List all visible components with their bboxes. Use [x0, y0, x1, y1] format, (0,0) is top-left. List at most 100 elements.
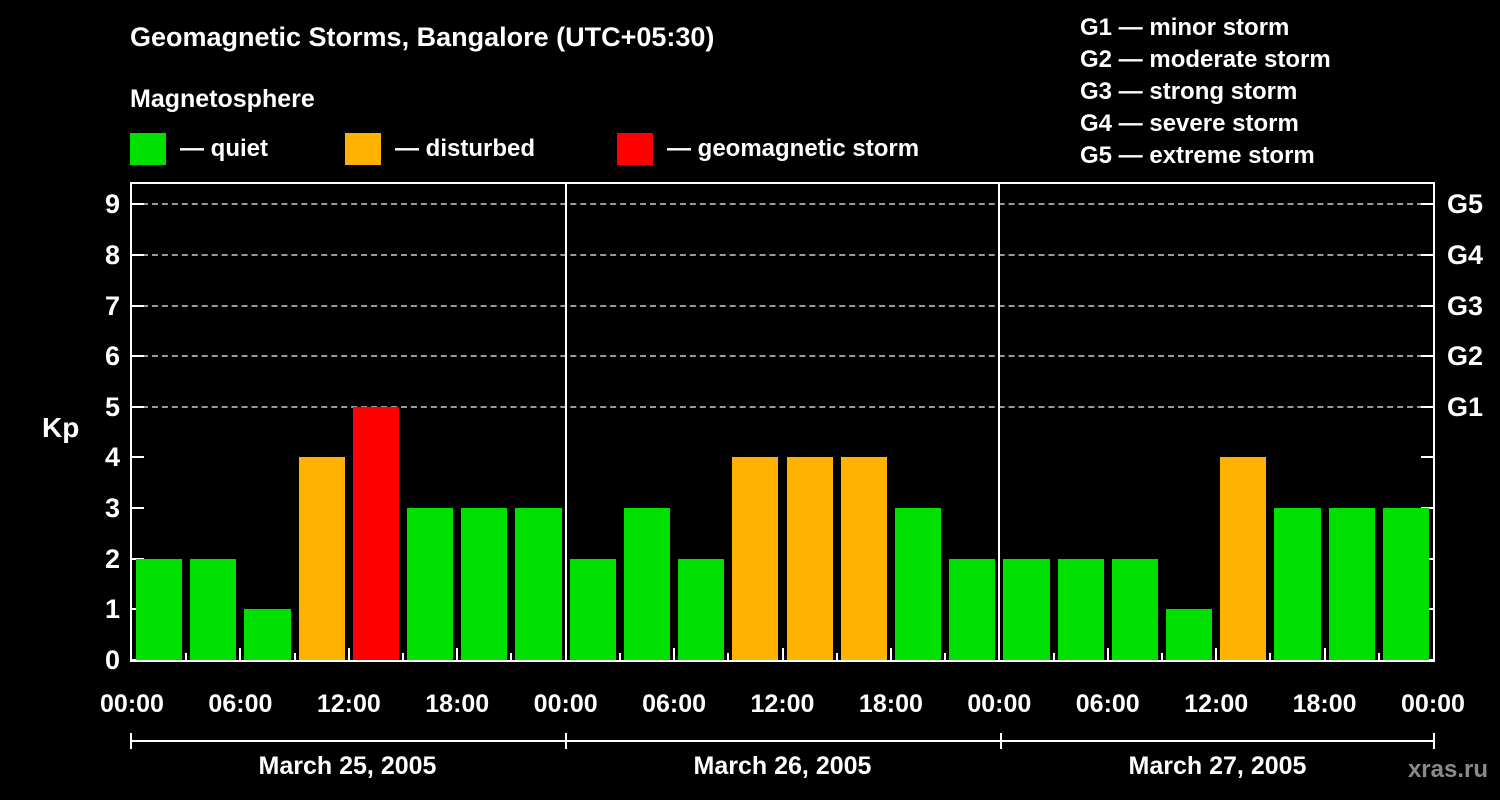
date-label-day1: March 25, 2005: [258, 752, 437, 780]
date-bracket-line: [130, 740, 1435, 742]
page-title: Geomagnetic Storms, Bangalore (UTC+05:30…: [130, 22, 715, 52]
gridline-kp-6: [132, 355, 1433, 358]
ytick-label-5: 5: [104, 391, 120, 422]
kp-bar-day1-slot8: [515, 508, 562, 660]
x-axis-tick-9: [618, 653, 621, 660]
plot-area: [130, 182, 1435, 662]
x-axis-tick-19: [1160, 653, 1163, 660]
ytick-label-0: 0: [104, 645, 120, 675]
left-axis-tick-kp-2: [132, 557, 144, 560]
ytick-label-2: 2: [104, 543, 120, 574]
date-label-day3: March 27, 2005: [1128, 752, 1307, 780]
x-axis-tick-10: [673, 648, 676, 660]
kp-bar-day1-slot2: [190, 558, 237, 660]
kp-bar-day3-slot2: [1057, 558, 1104, 660]
kp-bar-day1-slot1: [136, 558, 183, 660]
date-label-day2: March 26, 2005: [693, 752, 872, 780]
x-axis-tick-23: [1377, 653, 1380, 660]
xtick-label-12: 00:00: [1401, 690, 1465, 718]
left-axis-tick-kp-9: [132, 203, 144, 206]
x-axis-tick-20: [1215, 648, 1218, 660]
right-axis-tick-kp-8: [1421, 253, 1433, 256]
x-axis-tick-14: [889, 648, 892, 660]
right-axis-tick-kp-7: [1421, 304, 1433, 307]
kp-bar-day2-slot1: [569, 558, 616, 660]
day-separator-2: [998, 184, 1001, 660]
kp-bar-day3-slot7: [1328, 508, 1375, 660]
storm-scale-line-2: G2 — moderate storm: [1080, 46, 1331, 73]
x-axis-tick-16: [998, 648, 1001, 660]
gridline-kp-7: [132, 304, 1433, 307]
xtick-label-1: 06:00: [208, 690, 273, 718]
subtitle-magnetosphere: Magnetosphere: [130, 85, 315, 113]
kp-bar-day1-slot6: [407, 508, 454, 660]
x-axis-tick-17: [1052, 653, 1055, 660]
legend-swatch-disturbed: [345, 133, 381, 165]
xtick-label-2: 12:00: [316, 690, 381, 718]
kp-bar-day2-slot7: [894, 508, 942, 660]
kp-bar-day2-slot8: [949, 558, 996, 660]
kp-bar-day2-slot4: [732, 457, 779, 660]
xtick-label-11: 18:00: [1292, 690, 1357, 718]
right-axis-tick-kp-3: [1421, 507, 1433, 510]
g-axis-label-g2: G2: [1447, 341, 1484, 372]
kp-bar-day3-slot3: [1111, 558, 1158, 660]
right-axis-tick-kp-6: [1421, 355, 1433, 358]
left-axis-tick-kp-4: [132, 456, 144, 459]
x-axis-tick-3: [293, 653, 296, 660]
legend-label-disturbed: — disturbed: [395, 135, 536, 162]
legend-item-disturbed: — disturbed: [345, 132, 535, 166]
x-axis-tick-13: [835, 653, 838, 660]
storm-scale-line-4: G4 — severe storm: [1080, 110, 1299, 137]
right-axis-tick-kp-0: [1421, 659, 1433, 661]
x-axis-tick-22: [1323, 648, 1326, 660]
g-axis-label-g3: G3: [1447, 290, 1484, 321]
xtick-label-0: 00:00: [100, 690, 164, 718]
ytick-label-1: 1: [104, 594, 120, 625]
left-axis-tick-kp-7: [132, 304, 144, 307]
date-bracket-tick-0: [130, 733, 132, 749]
kp-bar-day1-slot7: [461, 508, 508, 660]
gridline-kp-8: [132, 253, 1433, 256]
ytick-label-6: 6: [104, 341, 120, 372]
storm-scale-line-1: G1 — minor storm: [1080, 14, 1290, 41]
legend-label-storm: — geomagnetic storm: [667, 135, 920, 162]
gridline-kp-5: [132, 405, 1433, 408]
legend-swatch-storm: [617, 133, 653, 165]
x-axis-tick-2: [239, 648, 242, 660]
gridline-kp-9: [132, 203, 1433, 206]
storm-scale-line-3: G3 — strong storm: [1080, 78, 1298, 105]
x-axis-tick-18: [1106, 648, 1109, 660]
x-axis-tick-1: [185, 653, 188, 660]
xtick-label-8: 00:00: [967, 690, 1032, 718]
xtick-label-7: 18:00: [858, 690, 923, 718]
x-axis-tick-8: [564, 648, 567, 660]
x-axis-tick-12: [781, 648, 784, 660]
kp-bar-day3-slot5: [1220, 457, 1267, 660]
kp-bar-day3-slot6: [1274, 508, 1321, 660]
legend-item-quiet: — quiet: [130, 132, 268, 166]
xtick-label-5: 06:00: [642, 690, 707, 718]
ytick-label-9: 9: [104, 189, 120, 220]
kp-bar-day2-slot3: [678, 558, 725, 660]
x-axis-tick-4: [347, 648, 350, 660]
xtick-label-4: 00:00: [533, 690, 598, 718]
storm-scale-legend: G1 — minor storm G2 — moderate storm G3 — …: [1080, 12, 1331, 172]
kp-bar-day1-slot3: [244, 609, 291, 660]
legend-item-storm: — geomagnetic storm: [617, 132, 919, 166]
kp-bar-day2-slot5: [786, 457, 833, 660]
kp-bar-day3-slot8: [1382, 508, 1429, 660]
y-axis-label: Kp: [42, 412, 80, 443]
date-bracket-tick-2: [1000, 733, 1002, 749]
left-axis-tick-kp-8: [132, 253, 144, 256]
legend-swatch-quiet: [130, 133, 166, 165]
day-separator-1: [564, 184, 567, 660]
ytick-label-3: 3: [104, 493, 120, 524]
xtick-label-10: 12:00: [1184, 690, 1249, 718]
right-axis-tick-kp-5: [1421, 405, 1433, 408]
xtick-label-6: 12:00: [750, 690, 815, 718]
g-axis-label-g1: G1: [1447, 391, 1484, 422]
left-axis-tick-kp-5: [132, 405, 144, 408]
kp-bar-day2-slot6: [840, 457, 887, 660]
